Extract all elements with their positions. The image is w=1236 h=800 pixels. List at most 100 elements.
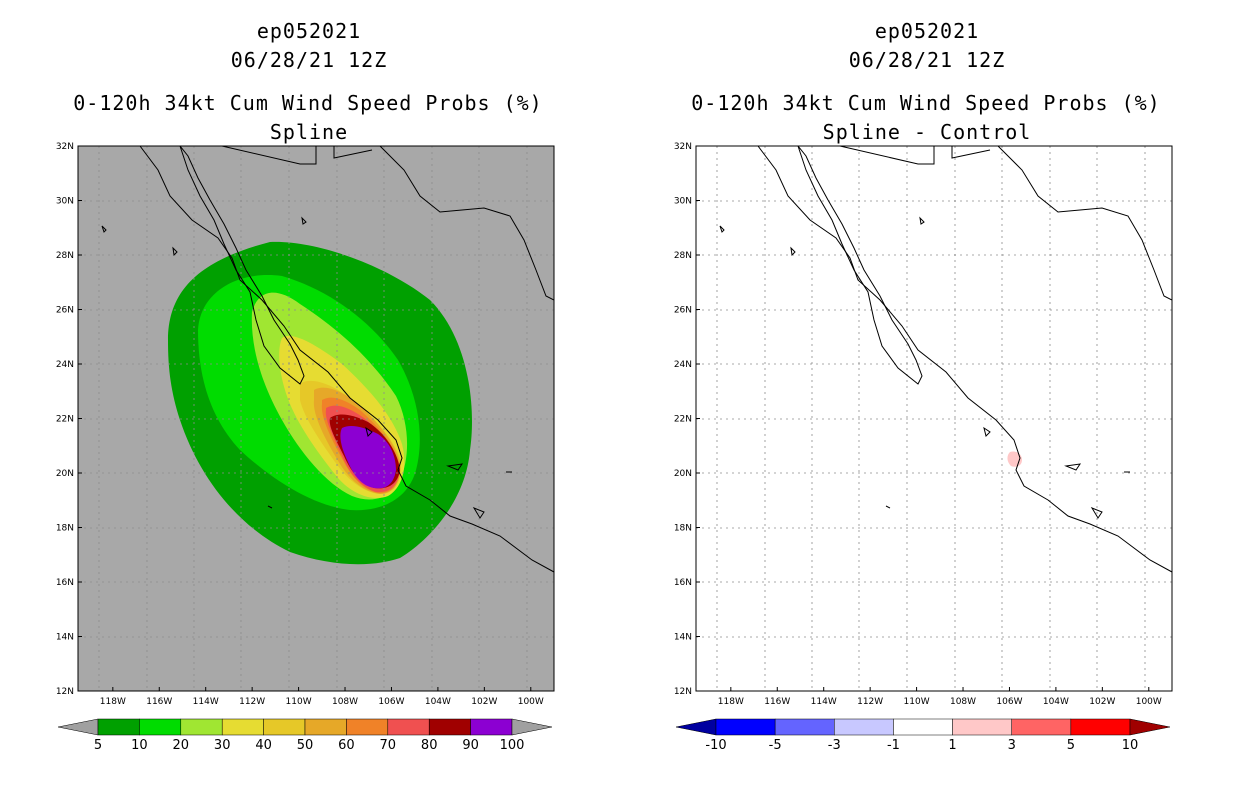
lon-label: 102W (471, 697, 497, 707)
right-map: 32N 30N 28N 26N 24N 22N 20N 18N 16N 14N 12N 118W 116… (674, 142, 1173, 707)
colorbar-label: 5 (94, 738, 102, 753)
lat-label: 14N (674, 633, 692, 643)
colorbar-label: -1 (887, 738, 900, 753)
lat-label: 20N (674, 469, 692, 479)
lat-label: 24N (674, 360, 692, 370)
lon-label: 112W (857, 697, 883, 707)
lat-label: 30N (56, 197, 74, 207)
colorbar-label: 100 (500, 738, 525, 753)
colorbar-swatch (1070, 718, 1131, 736)
colorbar-low-arrow (57, 718, 99, 736)
lat-label: 26N (56, 306, 74, 316)
lon-label: 106W (996, 697, 1022, 707)
lat-label: 22N (674, 415, 692, 425)
colorbar-swatch (304, 718, 347, 736)
colorbar-label: 80 (421, 738, 438, 753)
colorbar-label: 70 (380, 738, 397, 753)
lon-label: 104W (425, 697, 451, 707)
colorbar-label: 60 (338, 738, 355, 753)
lat-label: 18N (56, 524, 74, 534)
lon-label: 118W (718, 697, 744, 707)
colorbar-swatch (221, 718, 264, 736)
lon-label: 100W (1136, 697, 1162, 707)
left-axis-labels: 32N 30N 28N 26N 24N 22N 20N 18N 16N 14N 12N 118W 116… (56, 142, 544, 707)
colorbar-high-arrow (511, 718, 553, 736)
colorbar-low-arrow (675, 718, 717, 736)
colorbar-label: 50 (297, 738, 314, 753)
colorbar-swatch (346, 718, 389, 736)
colorbar-swatch (715, 718, 776, 736)
right-colorbar: -10 -5 -3 -1 1 3 5 10 (675, 718, 1171, 753)
lat-label: 12N (674, 687, 692, 697)
lon-label: 116W (764, 697, 790, 707)
right-title-product: 0-120h 34kt Cum Wind Speed Probs (%) (691, 91, 1161, 115)
left-colorbar: 5 10 20 30 40 50 60 70 80 90 100 (57, 718, 553, 753)
lon-label: 102W (1089, 697, 1115, 707)
lon-label: 104W (1043, 697, 1069, 707)
colorbar-label: 1 (948, 738, 956, 753)
colorbar-swatch (893, 718, 953, 736)
colorbar-label: 20 (173, 738, 190, 753)
colorbar-label: -3 (828, 738, 841, 753)
colorbar-swatch (952, 718, 1012, 736)
left-title-method: Spline (269, 120, 349, 144)
colorbar-label: -5 (769, 738, 782, 753)
colorbar-swatch (139, 718, 182, 736)
lat-label: 16N (56, 578, 74, 588)
right-map-background (696, 146, 1172, 691)
colorbar-swatch (470, 718, 513, 736)
lat-label: 30N (674, 197, 692, 207)
lat-label: 16N (674, 578, 692, 588)
right-axis-labels: 32N 30N 28N 26N 24N 22N 20N 18N 16N 14N 12N 118W 116… (674, 142, 1162, 707)
colorbar-swatch (1011, 718, 1072, 736)
right-title-method: Spline - Control (822, 120, 1032, 144)
lat-label: 14N (56, 633, 74, 643)
colorbar-swatch (834, 718, 894, 736)
left-title-product: 0-120h 34kt Cum Wind Speed Probs (%) (73, 91, 543, 115)
left-probability-contours (78, 146, 554, 691)
lat-label: 32N (56, 142, 74, 152)
lat-label: 28N (674, 251, 692, 261)
lon-label: 100W (518, 697, 544, 707)
colorbar-label: 90 (462, 738, 479, 753)
left-title-date: 06/28/21 12Z (230, 48, 388, 72)
lon-label: 110W (286, 697, 312, 707)
lat-label: 18N (674, 524, 692, 534)
lon-label: 114W (811, 697, 837, 707)
lon-label: 106W (378, 697, 404, 707)
colorbar-label: -10 (705, 738, 726, 753)
lon-label: 108W (332, 697, 358, 707)
lat-label: 12N (56, 687, 74, 697)
lon-label: 114W (193, 697, 219, 707)
colorbar-swatch (263, 718, 306, 736)
left-title-storm: ep052021 (256, 19, 362, 43)
lon-label: 112W (239, 697, 265, 707)
lon-label: 110W (904, 697, 930, 707)
lat-label: 28N (56, 251, 74, 261)
colorbar-swatch (180, 718, 223, 736)
colorbar-swatch (774, 718, 835, 736)
lon-label: 118W (100, 697, 126, 707)
right-difference-contours (696, 146, 1172, 691)
colorbar-label: 10 (1122, 738, 1139, 753)
colorbar-label: 30 (214, 738, 231, 753)
left-map: 32N 30N 28N 26N 24N 22N 20N 18N 16N 14N 12N 118W 116… (56, 142, 555, 707)
colorbar-label: 5 (1067, 738, 1075, 753)
colorbar-swatch (97, 718, 140, 736)
lon-label: 108W (950, 697, 976, 707)
colorbar-label: 10 (131, 738, 148, 753)
lat-label: 24N (56, 360, 74, 370)
colorbar-swatch (428, 718, 471, 736)
colorbar-label: 3 (1008, 738, 1016, 753)
colorbar-swatch (387, 718, 430, 736)
right-title-storm: ep052021 (874, 19, 980, 43)
lat-label: 26N (674, 306, 692, 316)
colorbar-high-arrow (1129, 718, 1171, 736)
colorbar-label: 40 (255, 738, 272, 753)
lat-label: 20N (56, 469, 74, 479)
lat-label: 32N (674, 142, 692, 152)
lat-label: 22N (56, 415, 74, 425)
lon-label: 116W (146, 697, 172, 707)
right-title-date: 06/28/21 12Z (848, 48, 1006, 72)
